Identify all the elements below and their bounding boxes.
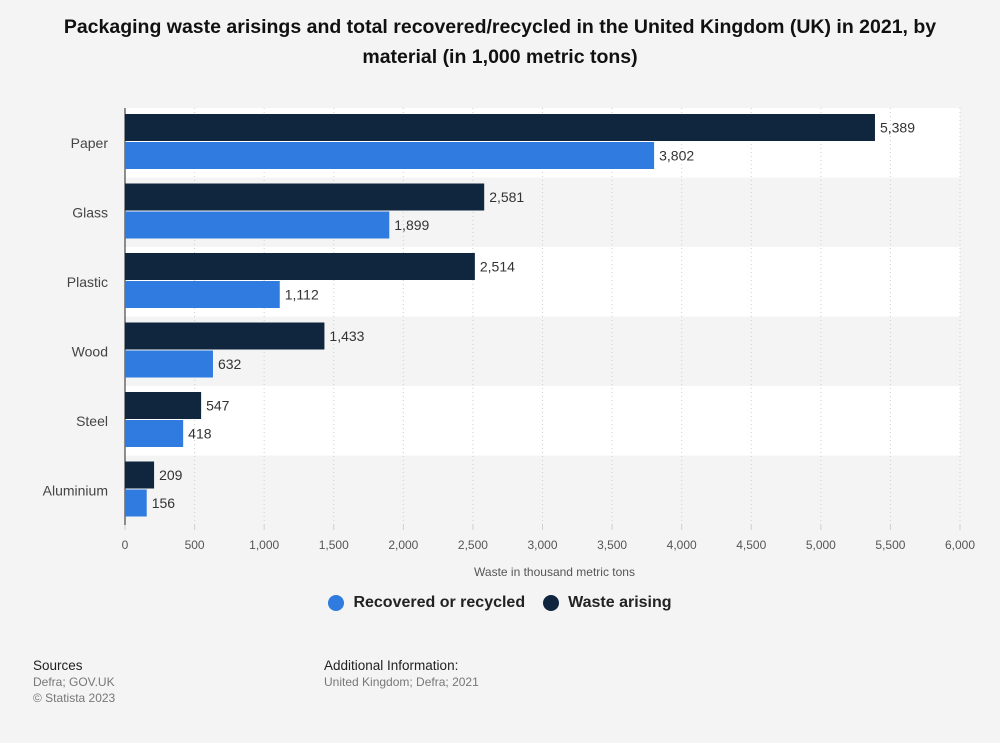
sources-heading[interactable]: Sources — [33, 658, 83, 673]
bar-recovered — [125, 142, 655, 169]
value-label: 547 — [206, 398, 230, 414]
legend-label-waste-arising: Waste arising — [568, 594, 672, 611]
x-tick-label: 4,000 — [667, 538, 697, 552]
x-tick-label: 2,000 — [388, 538, 418, 552]
bar-waste-arising — [125, 253, 475, 280]
legend-swatch-waste-arising — [543, 595, 560, 611]
category-label: Plastic — [67, 274, 108, 290]
legend: Recovered or recycled Waste arising — [0, 594, 1000, 612]
bar-chart: 0 500 1,000 1,500 2,000 2,500 3,000 3,500 4,000 4… — [43, 108, 975, 579]
legend-label-recovered: Recovered or recycled — [353, 594, 526, 611]
value-label: 3,802 — [659, 148, 694, 164]
value-label: 209 — [159, 467, 183, 483]
category-label: Glass — [72, 204, 108, 220]
bar-waste-arising — [125, 392, 202, 419]
additional-info-heading[interactable]: Additional Information: — [324, 658, 459, 673]
bar-recovered — [125, 211, 390, 239]
bar-recovered — [125, 489, 147, 517]
category-label: Steel — [76, 413, 108, 429]
value-label: 418 — [188, 426, 212, 442]
value-label: 5,389 — [880, 120, 915, 136]
x-tick-label: 6,000 — [945, 538, 975, 552]
bar-recovered — [125, 350, 213, 378]
x-tick-label: 5,000 — [806, 538, 836, 552]
x-tick-label: 4,500 — [736, 538, 766, 552]
value-label: 632 — [218, 356, 242, 372]
x-tick-label: 0 — [122, 538, 129, 552]
value-label: 156 — [152, 495, 176, 511]
x-tick-label: 5,500 — [875, 538, 905, 552]
bar-waste-arising — [125, 461, 155, 489]
value-label: 1,112 — [285, 287, 319, 303]
x-tick-label: 1,500 — [319, 538, 349, 552]
row-band — [125, 455, 960, 525]
category-label: Paper — [71, 135, 109, 151]
value-label: 1,899 — [394, 217, 429, 233]
copyright-line: © Statista 2023 — [33, 691, 116, 705]
value-label: 1,433 — [329, 328, 364, 344]
legend-item-recovered[interactable]: Recovered or recycled — [328, 594, 525, 612]
bar-recovered — [125, 420, 184, 447]
legend-item-waste-arising[interactable]: Waste arising — [543, 594, 672, 612]
bar-waste-arising — [125, 114, 875, 141]
additional-info-block: Additional Information: United Kingdom; … — [324, 658, 479, 690]
category-label: Aluminium — [43, 482, 108, 498]
x-tick-label: 3,500 — [597, 538, 627, 552]
legend-swatch-recovered — [328, 595, 345, 611]
sources-line[interactable]: Defra; GOV.UK — [33, 675, 115, 689]
bar-waste-arising — [125, 322, 325, 350]
sources-block: Sources Defra; GOV.UK © Statista 2023 — [33, 658, 115, 706]
x-tick-label: 500 — [185, 538, 205, 552]
bar-waste-arising — [125, 183, 485, 211]
value-label: 2,514 — [480, 259, 515, 275]
additional-info-line: United Kingdom; Defra; 2021 — [324, 675, 479, 689]
bar-recovered — [125, 281, 280, 308]
x-tick-label: 2,500 — [458, 538, 488, 552]
x-tick-label: 3,000 — [527, 538, 557, 552]
x-tick-label: 1,000 — [249, 538, 279, 552]
chart-title: Packaging waste arisings and total recov… — [63, 16, 937, 68]
category-label: Wood — [72, 343, 108, 359]
value-label: 2,581 — [489, 189, 524, 205]
x-axis-label: Waste in thousand metric tons — [474, 565, 635, 579]
